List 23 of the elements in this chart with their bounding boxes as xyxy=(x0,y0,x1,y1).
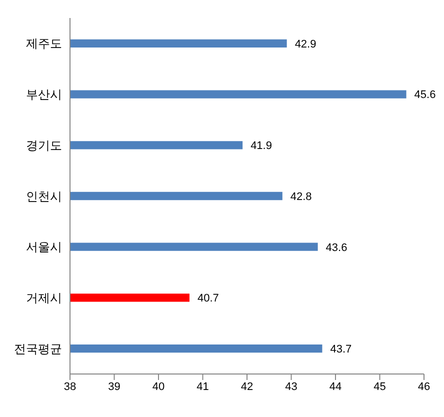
y-tick-label: 거제시 xyxy=(26,290,62,305)
data-label: 42.9 xyxy=(294,38,316,50)
data-label: 45.6 xyxy=(414,89,436,102)
data-label: 40.7 xyxy=(197,292,219,305)
y-tick-label: 부산시 xyxy=(26,88,62,102)
x-tick-label: 43 xyxy=(285,380,298,393)
data-label: 41.9 xyxy=(250,140,272,152)
y-tick-label: 경기도 xyxy=(26,138,62,152)
x-tick-label: 40 xyxy=(152,380,165,393)
data-label: 42.8 xyxy=(290,190,312,203)
x-tick-label: 42 xyxy=(240,380,254,393)
x-tick-label: 44 xyxy=(329,380,342,393)
data-label: 43.7 xyxy=(330,343,352,356)
x-tick-label: 45 xyxy=(374,380,386,393)
x-tick-label: 38 xyxy=(64,380,76,393)
x-tick-label: 39 xyxy=(108,380,120,393)
x-tick-label: 46 xyxy=(418,380,430,393)
data-label: 43.6 xyxy=(326,242,348,254)
y-tick-label: 서울시 xyxy=(26,240,62,254)
y-tick-label: 전국평균 xyxy=(14,342,62,356)
y-tick-label: 제주도 xyxy=(26,36,62,51)
y-tick-label: 인천시 xyxy=(26,189,62,204)
x-tick-label: 41 xyxy=(196,380,209,393)
